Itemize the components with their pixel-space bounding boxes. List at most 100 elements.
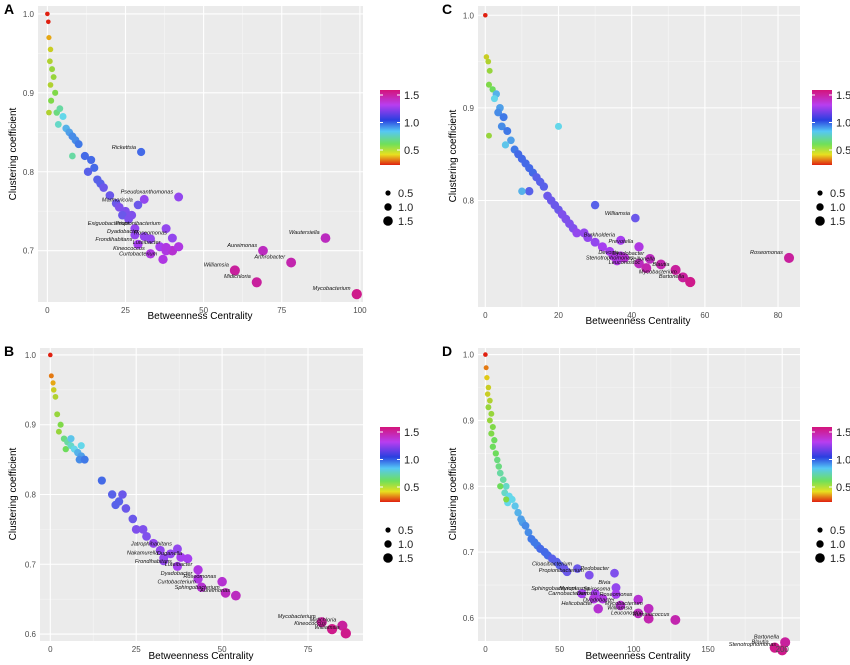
y-tick-labels: 0.6 0.7 0.8 0.9 1.0 bbox=[25, 351, 37, 639]
color-scale-label: 1.5 bbox=[404, 90, 419, 102]
color-scale-label: 0.5 bbox=[836, 145, 850, 157]
data-point bbox=[138, 524, 148, 534]
size-legend-label: 0.5 bbox=[830, 525, 845, 537]
point-label: Veillonella bbox=[630, 256, 655, 262]
point-label: Myroplasma bbox=[559, 586, 589, 592]
data-point bbox=[161, 242, 171, 253]
data-point bbox=[220, 588, 231, 598]
point-label: Dyadobacter bbox=[107, 229, 140, 235]
panel-label: A bbox=[4, 1, 14, 17]
data-point bbox=[634, 242, 644, 252]
point-label: Jatrophihabitans bbox=[130, 541, 172, 547]
size-legend-dot bbox=[385, 190, 391, 196]
point-label: Roseomonas bbox=[183, 574, 216, 580]
data-point bbox=[633, 594, 644, 605]
y-tick-label: 0.6 bbox=[463, 614, 475, 623]
y-tick-label: 0.6 bbox=[25, 630, 37, 639]
y-tick-label: 0.8 bbox=[25, 491, 37, 500]
y-tick-label: 1.0 bbox=[25, 351, 37, 360]
data-point bbox=[172, 561, 183, 571]
data-point bbox=[780, 637, 791, 648]
data-point bbox=[611, 583, 621, 593]
data-point bbox=[539, 182, 549, 191]
color-scale-label: 1.5 bbox=[404, 427, 419, 439]
point-label: Frondihabitans bbox=[135, 559, 172, 565]
point-label: Propionibacterium bbox=[539, 568, 584, 574]
data-point bbox=[326, 623, 338, 635]
size-legend-dot bbox=[383, 216, 393, 226]
data-point bbox=[105, 191, 115, 200]
data-point bbox=[496, 469, 504, 477]
color-scale-bar bbox=[812, 427, 832, 502]
point-label: Williamsia bbox=[605, 211, 630, 217]
data-point bbox=[155, 545, 165, 555]
data-point bbox=[490, 95, 498, 103]
data-point bbox=[488, 430, 495, 437]
size-legend-label: 0.5 bbox=[398, 525, 413, 537]
data-point bbox=[499, 476, 507, 484]
point-label: Dyadobacter bbox=[161, 571, 194, 577]
data-point bbox=[616, 235, 626, 245]
data-point bbox=[483, 12, 488, 18]
data-point bbox=[159, 553, 169, 563]
data-point bbox=[80, 455, 89, 464]
data-point bbox=[554, 122, 563, 130]
point-label: Leuconostoc bbox=[611, 611, 643, 617]
point-label: Williamsia bbox=[607, 605, 632, 611]
data-point bbox=[337, 620, 348, 631]
data-point bbox=[47, 58, 53, 65]
data-point bbox=[176, 552, 186, 562]
data-point bbox=[514, 508, 522, 517]
data-point bbox=[183, 554, 193, 564]
data-point bbox=[485, 81, 493, 88]
data-point bbox=[47, 82, 54, 88]
point-label: Luteibacter bbox=[133, 240, 162, 246]
size-legend-dot bbox=[385, 527, 391, 533]
point-label: Cloacibacterium bbox=[532, 561, 572, 567]
x-tick-label: 0 bbox=[45, 306, 50, 315]
point-label: Luteibacter bbox=[165, 562, 194, 568]
data-point bbox=[80, 151, 89, 161]
color-scale-label: 0.5 bbox=[404, 145, 419, 157]
point-label: Prevotella bbox=[608, 239, 633, 245]
data-point bbox=[351, 288, 362, 300]
data-point bbox=[52, 89, 59, 96]
point-label: Pseudoxanthomonas bbox=[121, 190, 174, 196]
data-point bbox=[589, 594, 599, 604]
point-label: Spirosoma bbox=[584, 587, 611, 593]
x-tick-label: 25 bbox=[132, 645, 141, 654]
legend: 1.5 1.0 0.5 0.5 1.0 1.5 bbox=[812, 427, 850, 565]
point-label: Sphingobacterium bbox=[175, 585, 220, 591]
color-scale-label: 1.5 bbox=[836, 427, 850, 439]
point-label: Exiguobacterium bbox=[88, 221, 130, 227]
point-label: Pedobacter bbox=[581, 566, 611, 572]
point-label: Mycobacterium bbox=[278, 614, 316, 620]
point-label: Wautersiella bbox=[289, 230, 320, 236]
data-point bbox=[501, 141, 510, 149]
data-point bbox=[49, 66, 56, 73]
point-label: Curtobacterium bbox=[119, 252, 158, 258]
data-point bbox=[87, 155, 96, 165]
grid bbox=[38, 6, 363, 302]
data-point bbox=[525, 187, 534, 196]
data-point bbox=[193, 565, 203, 575]
x-axis-label: Betweenness Centrality bbox=[148, 651, 253, 662]
data-point bbox=[685, 276, 696, 288]
point-label: Dyadobacter bbox=[583, 598, 616, 604]
data-point bbox=[229, 265, 240, 276]
size-legend-label: 1.0 bbox=[398, 202, 413, 214]
size-legend-label: 0.5 bbox=[398, 188, 413, 200]
point-label: Dyadobacter bbox=[612, 251, 645, 257]
data-point bbox=[158, 254, 168, 265]
data-point bbox=[50, 387, 57, 393]
data-point bbox=[121, 504, 131, 513]
data-point bbox=[502, 482, 510, 490]
color-scale-label: 1.0 bbox=[404, 455, 419, 467]
x-tick-label: 0 bbox=[483, 311, 488, 320]
legend: 1.5 1.0 0.5 0.5 1.0 1.5 bbox=[380, 427, 419, 565]
point-label: Duganella bbox=[157, 551, 182, 557]
data-point bbox=[670, 264, 681, 276]
data-point bbox=[577, 589, 587, 599]
x-axis-label: Betweenness Centrality bbox=[585, 651, 690, 662]
